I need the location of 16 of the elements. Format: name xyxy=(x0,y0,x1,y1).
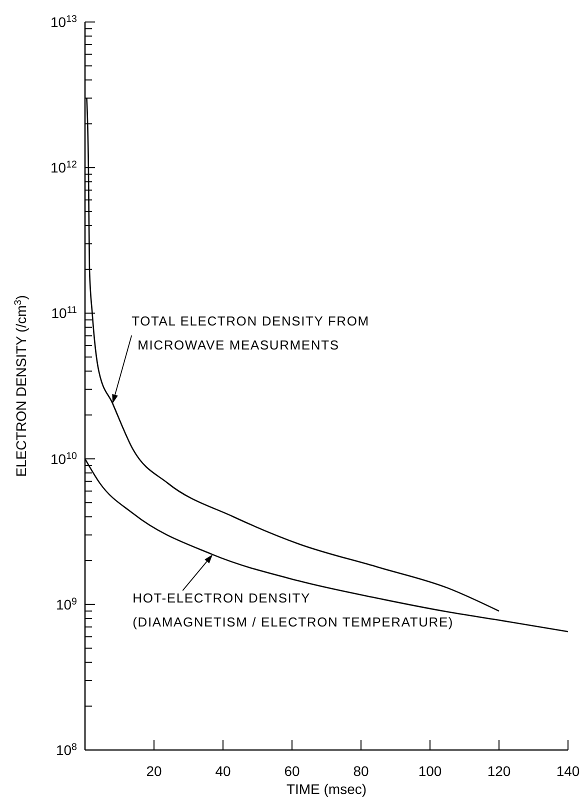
x-tick-label: 60 xyxy=(284,763,300,779)
y-tick-label: 10$^{11}$ xyxy=(51,304,77,322)
x-axis-title: TIME (msec) xyxy=(286,781,367,797)
x-tick-label: 100 xyxy=(418,763,442,779)
y-tick-label: 10$^{12}$ xyxy=(50,159,77,176)
annotation: TOTAL ELECTRON DENSITY FROM MICROWAVE MEASURMENTS xyxy=(132,313,370,352)
y-tick-label: 10$^{8}$ xyxy=(56,742,78,758)
y-tick-label: 10$^{10}$ xyxy=(50,450,78,467)
x-tick-label: 140 xyxy=(556,763,580,779)
y-tick-label: 10$^{9}$ xyxy=(56,596,77,612)
x-tick-label: 20 xyxy=(146,763,162,779)
x-tick-label: 80 xyxy=(353,763,369,779)
x-tick-label: 120 xyxy=(487,763,511,779)
y-tick-label: 10$^{13}$ xyxy=(50,14,78,30)
x-tick-label: 40 xyxy=(215,763,231,779)
annotation: HOT-ELECTRON DENSITY (DIAMAGNETISM / ELECTRON TEMPERATURE) xyxy=(132,590,454,630)
